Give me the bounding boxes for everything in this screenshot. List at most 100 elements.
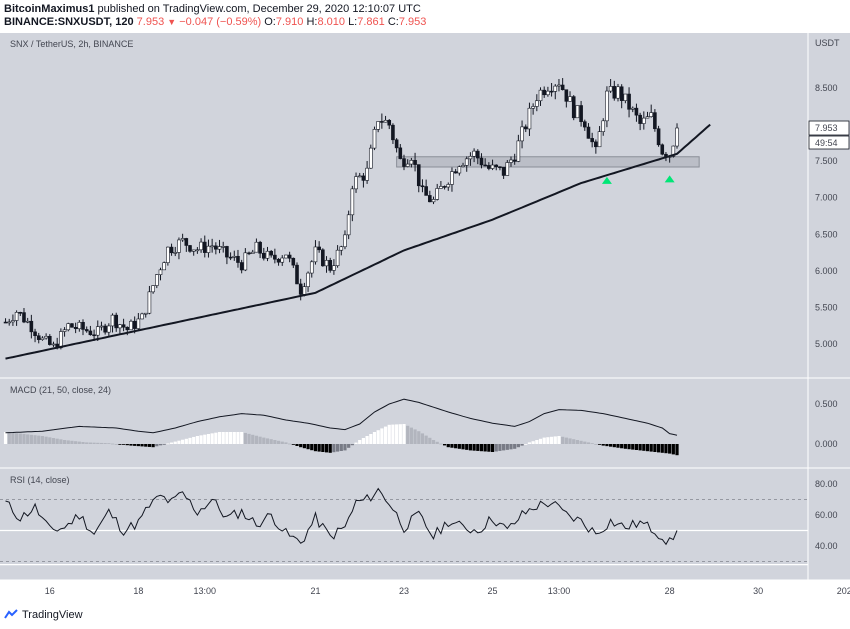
chart-background [0,33,808,580]
candle-body [490,164,495,169]
macd-histogram-bar [133,444,137,446]
rsi-line [5,487,678,546]
candle-body [3,321,8,324]
macd-histogram-bar [29,434,33,444]
candle-body [416,164,421,187]
candle-body [33,331,37,337]
macd-histogram-bar [44,436,48,444]
macd-histogram-bar [535,440,539,444]
candle-body [191,249,196,252]
macd-layer [3,398,679,456]
candle-body [649,112,653,117]
macd-histogram-bar [642,444,646,451]
macd-histogram-bar [37,435,41,444]
candle-body [121,324,126,328]
macd-histogram-bar [409,427,413,444]
macd-histogram-bar [317,444,321,452]
time-tick-label: 13:00 [548,586,571,596]
macd-histogram-bar [199,435,203,444]
candle-body [232,255,237,258]
candle-body [162,262,166,271]
candle-body [77,321,82,330]
candle-body [605,90,609,122]
candle-body [553,85,558,92]
candle-body [634,107,639,116]
macd-histogram-bar [417,431,421,444]
macd-histogram-bar [442,444,447,446]
tradingview-logo[interactable]: TradingView [4,609,83,621]
candle-body [586,126,591,139]
macd-histogram-bar [59,439,63,444]
open-label: O: [264,16,276,28]
up-arrow-marker [664,175,675,183]
candle-body [608,86,613,92]
candle-body [354,176,358,190]
candle-body [546,90,550,96]
macd-histogram-bar [48,437,52,444]
candle-body [221,246,226,248]
candle-body [520,126,524,142]
macd-histogram-bar [564,437,568,444]
candle-body [143,312,148,315]
candle-body [59,331,63,349]
candle-body [457,166,462,174]
macd-histogram-bar [125,444,129,446]
candle-body [394,139,399,149]
macd-histogram-bar [184,438,188,444]
candle-body [332,265,336,271]
candle-body [505,162,510,176]
macd-histogram-bar [597,444,602,445]
macd-histogram-bar [206,434,211,444]
macd-histogram-bar [313,444,318,452]
macd-histogram-bar [7,432,11,444]
macd-histogram-bar [136,444,140,447]
candle-body [494,164,499,168]
candle-body [560,84,565,91]
macd-histogram-bar [365,436,369,444]
tradingview-brand: TradingView [22,609,83,621]
candle-body [309,261,314,274]
candle-body [630,107,635,110]
candle-body [247,252,251,255]
macd-histogram-bar [262,437,266,444]
candle-body [99,325,104,328]
macd-histogram-bar [490,444,495,452]
candle-body [472,150,476,157]
axis-ticks-layer: 8.5008.0007.5007.0006.5006.0005.5005.000… [45,83,850,596]
candle-body [376,121,380,130]
time-tick-label: 23 [399,586,409,596]
macd-histogram-bar [631,444,635,450]
candle-body [110,314,115,327]
macd-histogram-bar [361,438,366,444]
macd-histogram-bar [291,444,295,445]
ohlc-header: BINANCE:SNXUSDT, 120 7.953 ▼ −0.047 (−0.… [4,16,426,28]
low-label: L: [348,16,358,28]
price-pane-title: SNX / TetherUS, 2h, BINANCE [10,39,133,49]
macd-histogram-bar [609,444,613,447]
macd-histogram-bar [435,441,439,444]
macd-histogram-bar [424,435,428,444]
candle-body [501,166,506,176]
candle-body [177,239,181,253]
macd-histogram-bar [343,444,347,451]
macd-histogram-bar [332,444,336,453]
author-name[interactable]: BitcoinMaximus1 [4,3,95,15]
macd-histogram-bar [81,442,85,444]
macd-histogram-bar [605,444,609,447]
candle-body [7,321,12,324]
candle-body [258,241,262,254]
candle-body [380,121,384,123]
macd-histogram-bar [258,436,262,444]
price-tick-label: 8.500 [815,83,838,93]
candle-body [44,335,48,339]
candle-body [642,117,646,124]
macd-histogram-bar [572,439,576,444]
macd-histogram-bar [203,434,207,444]
macd-histogram-bar [594,444,598,445]
candle-body [129,320,133,331]
candle-body [107,325,111,333]
price-tick-label: 6.500 [815,229,838,239]
candle-body [487,165,491,169]
last-price-layer: 7.953 49:54 [808,120,850,150]
